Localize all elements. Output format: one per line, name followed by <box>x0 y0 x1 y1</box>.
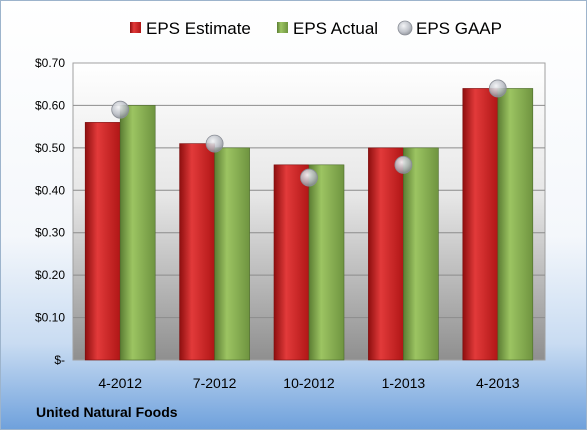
gaap-markers <box>111 79 507 187</box>
bar-eps-actual <box>497 88 534 361</box>
legend: EPS Estimate EPS Actual EPS GAAP <box>130 19 502 38</box>
y-tick-label: $0.50 <box>35 141 65 155</box>
company-name: United Natural Foods <box>36 404 178 420</box>
bars <box>84 88 534 361</box>
bar-eps-actual <box>403 147 439 361</box>
bar-eps-estimate <box>179 143 215 361</box>
y-tick-label: $0.10 <box>35 311 65 325</box>
y-axis: $- $0.10 $0.20 $0.30 $0.40 $0.50 $0.60 $0.70 <box>35 56 65 367</box>
legend-swatch-eps-gaap <box>397 20 413 36</box>
y-tick-label: $0.20 <box>35 268 65 282</box>
marker-eps-gaap <box>205 134 224 153</box>
x-tick-label: 10-2012 <box>283 375 335 391</box>
marker-eps-gaap <box>300 168 318 187</box>
bar-eps-estimate <box>84 122 121 361</box>
x-tick-label: 1-2013 <box>382 375 426 391</box>
bar-eps-actual <box>308 164 345 361</box>
legend-label-eps-actual: EPS Actual <box>293 19 378 38</box>
y-tick-label: $0.60 <box>35 98 65 112</box>
marker-eps-gaap <box>488 79 507 98</box>
legend-swatch-eps-estimate <box>130 22 141 33</box>
legend-label-eps-gaap: EPS GAAP <box>416 19 502 38</box>
legend-label-eps-estimate: EPS Estimate <box>146 19 251 38</box>
bar-eps-estimate <box>462 88 499 361</box>
x-axis: 4-2012 7-2012 10-2012 1-2013 4-2013 <box>98 375 519 391</box>
legend-swatch-eps-actual <box>277 22 288 33</box>
x-tick-label: 4-2013 <box>476 375 520 391</box>
marker-eps-gaap <box>394 155 413 174</box>
bar-eps-estimate <box>368 147 404 361</box>
bar-eps-actual <box>119 105 156 361</box>
y-tick-label: $0.70 <box>35 56 65 70</box>
x-tick-label: 4-2012 <box>98 375 142 391</box>
y-tick-label: $0.30 <box>35 226 65 240</box>
x-tick-label: 7-2012 <box>193 375 237 391</box>
bar-eps-actual <box>214 147 250 361</box>
y-tick-label: $- <box>54 353 65 367</box>
marker-eps-gaap <box>111 100 130 119</box>
bar-eps-estimate <box>273 164 310 361</box>
y-tick-label: $0.40 <box>35 183 65 197</box>
